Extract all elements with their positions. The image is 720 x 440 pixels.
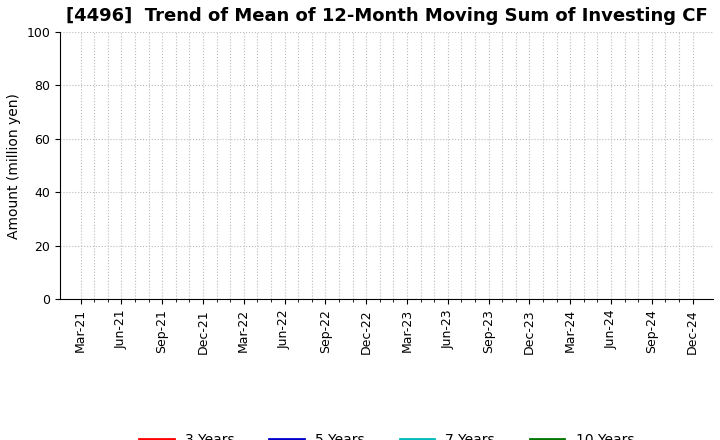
Title: [4496]  Trend of Mean of 12-Month Moving Sum of Investing CF: [4496] Trend of Mean of 12-Month Moving … xyxy=(66,7,708,25)
Legend: 3 Years, 5 Years, 7 Years, 10 Years: 3 Years, 5 Years, 7 Years, 10 Years xyxy=(139,433,634,440)
Y-axis label: Amount (million yen): Amount (million yen) xyxy=(7,93,21,238)
